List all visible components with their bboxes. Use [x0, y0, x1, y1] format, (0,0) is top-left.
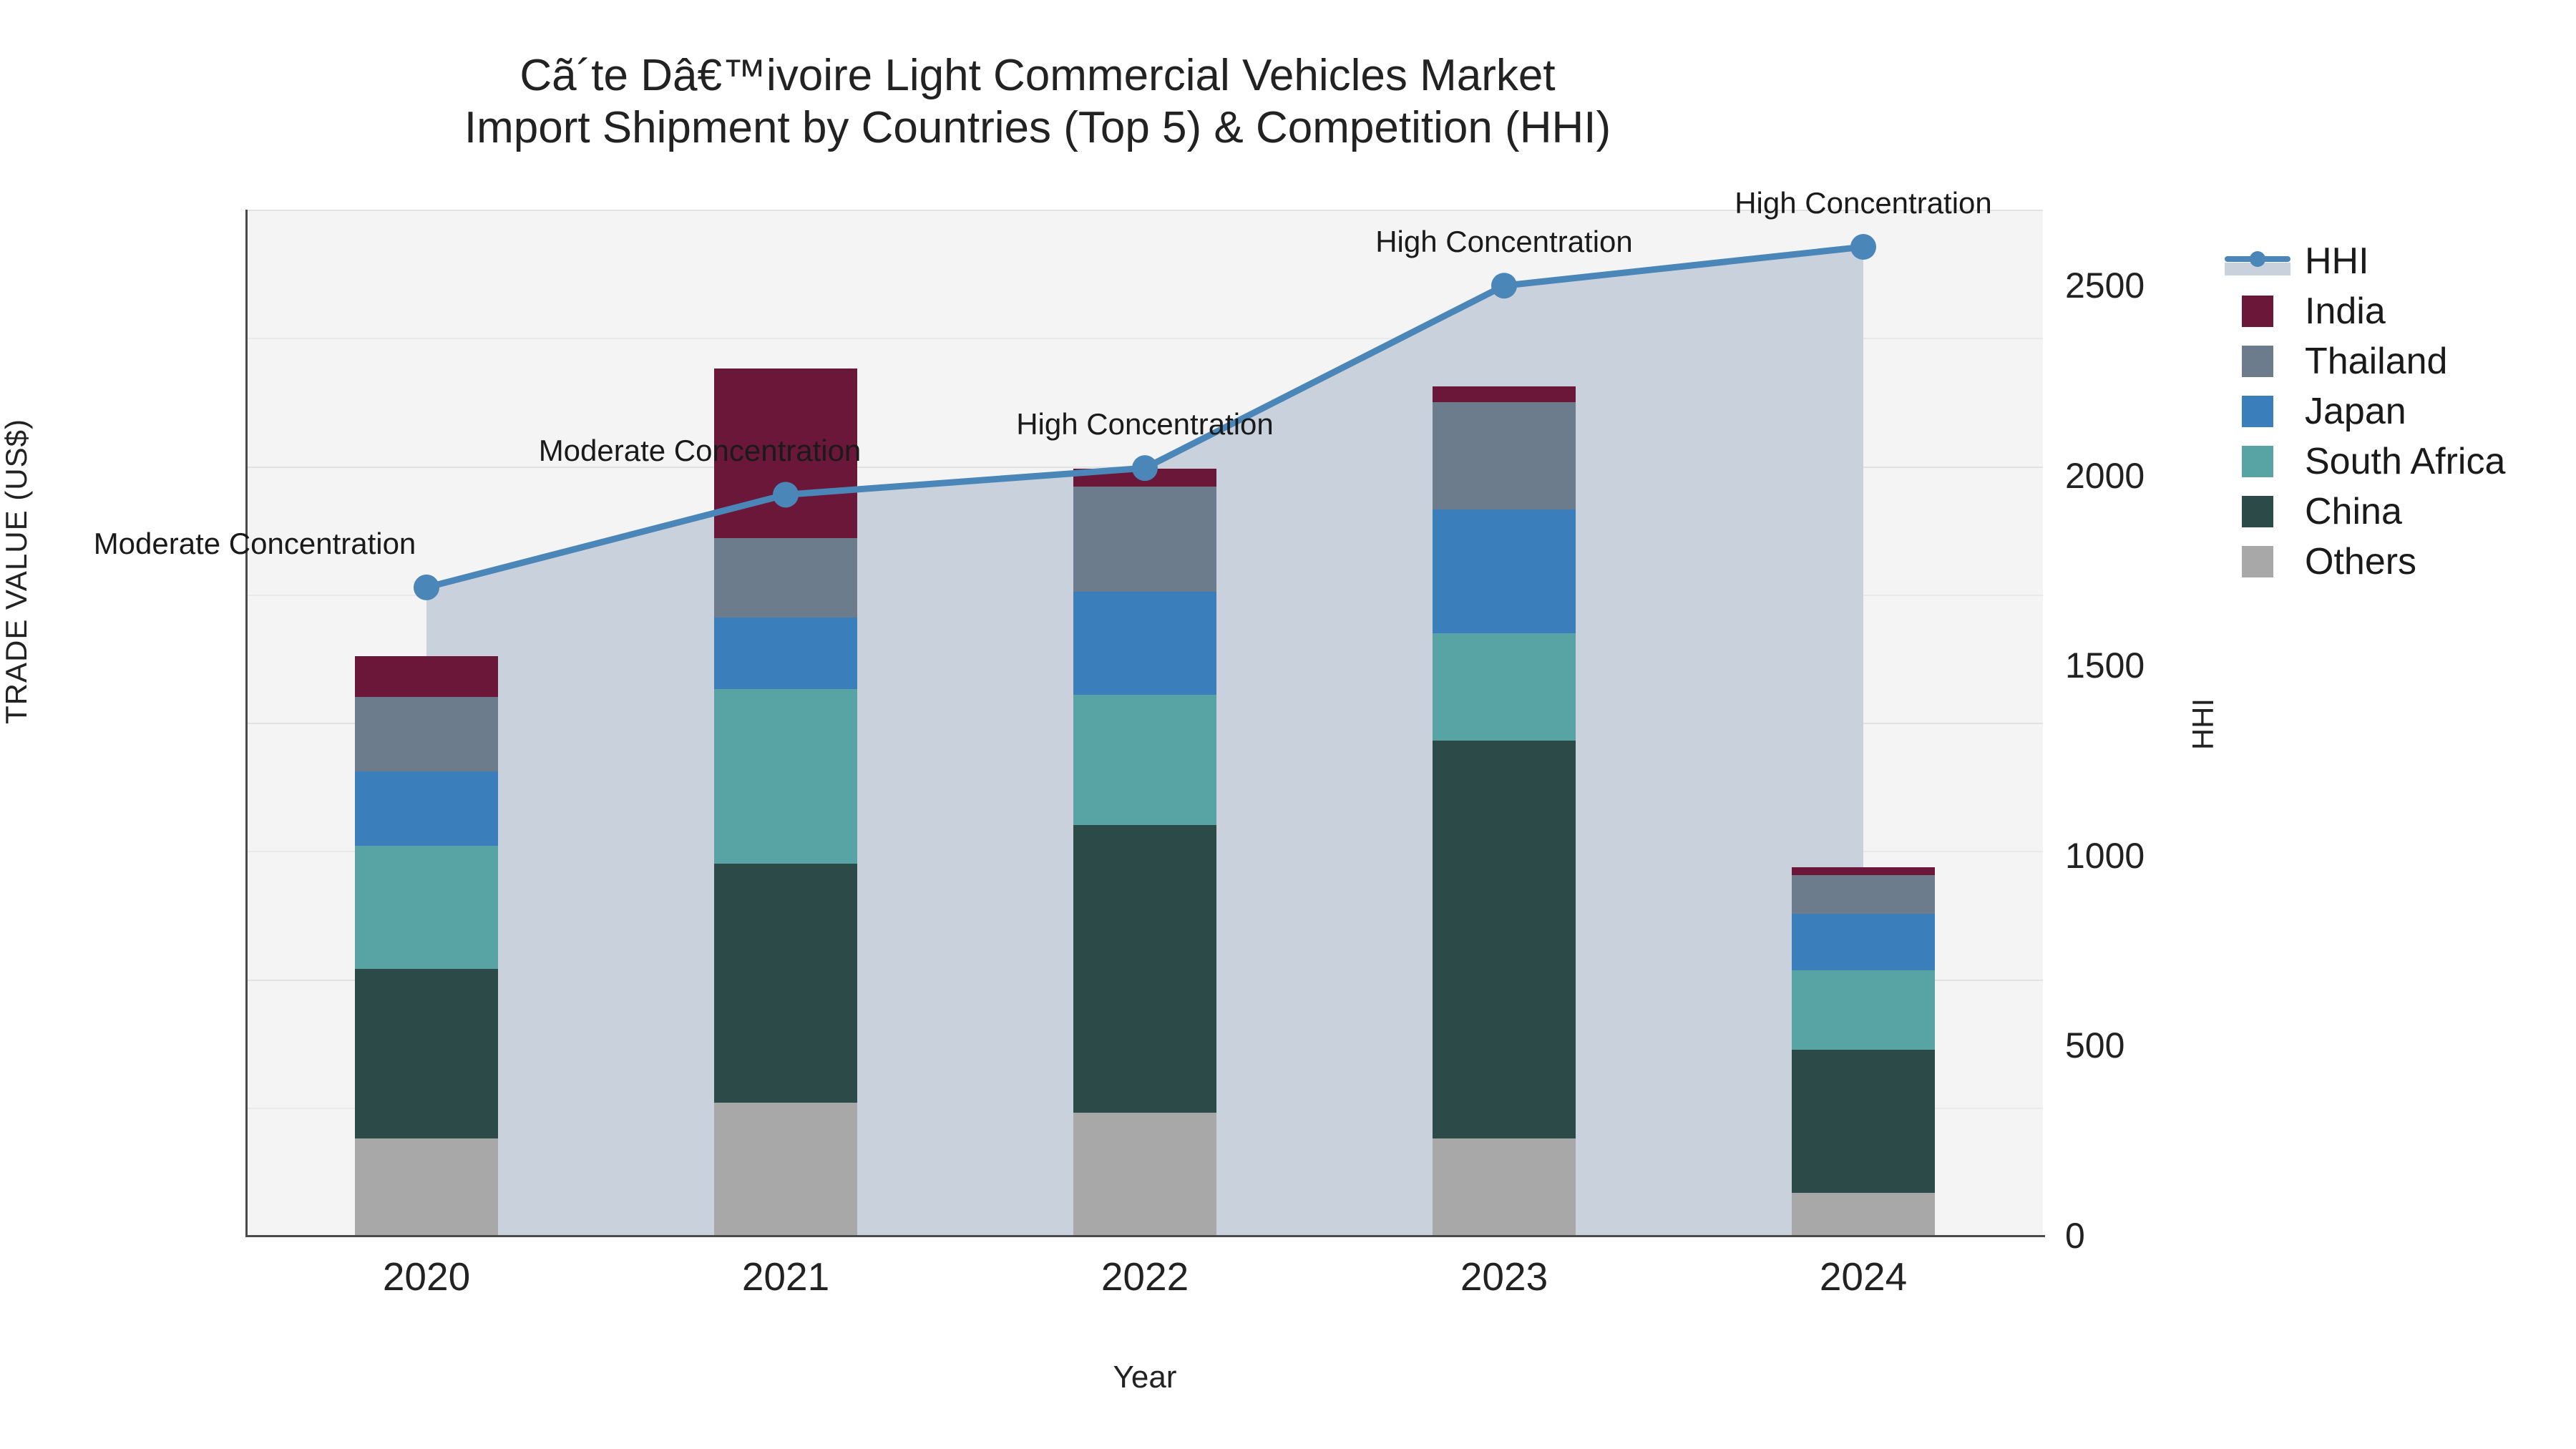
legend-item-japan[interactable]: Japan — [2222, 386, 2576, 436]
legend-key — [2222, 546, 2293, 577]
hhi-marker[interactable] — [1850, 234, 1876, 260]
bar-segment[interactable] — [1792, 1193, 1935, 1236]
bar-segment[interactable] — [355, 655, 498, 698]
legend-swatch-icon — [2242, 296, 2273, 327]
bar-segment[interactable] — [714, 689, 857, 864]
hhi-line-series — [414, 234, 1876, 600]
x-axis-tick-2023: 2023 — [1460, 1254, 1548, 1299]
bar-segment[interactable] — [1792, 867, 1935, 875]
bar-segment[interactable] — [1433, 509, 1576, 633]
bar-stack-2021[interactable] — [714, 210, 857, 1236]
legend-swatch-icon — [2242, 446, 2273, 477]
legend-item-label: China — [2305, 491, 2402, 532]
bar-segment[interactable] — [1073, 694, 1216, 826]
hhi-annotation-2023: High Concentration — [1375, 225, 1633, 259]
legend-item-label: Others — [2305, 541, 2417, 582]
x-axis-line — [245, 1235, 2045, 1237]
legend-key — [2222, 496, 2293, 527]
y-axis-right-tick: 2500 — [2065, 265, 2145, 306]
hhi-annotation-2022: High Concentration — [1016, 407, 1274, 441]
hhi-marker[interactable] — [1132, 455, 1158, 482]
legend-item-hhi[interactable]: HHI — [2222, 236, 2576, 286]
chart-title-line-2: Import Shipment by Countries (Top 5) & C… — [464, 102, 1611, 152]
legend-swatch-icon — [2242, 346, 2273, 377]
plot-area — [247, 210, 2043, 1237]
bar-stack-2023[interactable] — [1433, 210, 1576, 1236]
legend-item-label: HHI — [2305, 240, 2369, 282]
legend-swatch-icon — [2242, 496, 2273, 527]
legend-item-label: Japan — [2305, 391, 2406, 432]
bar-segment[interactable] — [355, 969, 498, 1138]
legend-line-icon — [2222, 245, 2293, 277]
bar-segment[interactable] — [1433, 633, 1576, 741]
bar-segment[interactable] — [1792, 970, 1935, 1050]
bar-segment[interactable] — [1073, 1112, 1216, 1236]
legend-key — [2222, 296, 2293, 327]
y-axis-right-tick: 0 — [2065, 1216, 2085, 1256]
bar-segment[interactable] — [714, 537, 857, 618]
legend-item-label: India — [2305, 291, 2386, 332]
bar-segment[interactable] — [1792, 874, 1935, 914]
legend-key — [2222, 346, 2293, 377]
legend-item-china[interactable]: China — [2222, 487, 2576, 537]
bar-stack-2020[interactable] — [355, 210, 498, 1236]
chart-title-line-1: Cã´te Dâ€™ivoire Light Commercial Vehicl… — [519, 51, 1556, 100]
bar-segment[interactable] — [1073, 592, 1216, 695]
bar-stack-2022[interactable] — [1073, 210, 1216, 1236]
chart-legend: HHI India Thailand Japan South Africa China Ot… — [2222, 236, 2576, 587]
bar-segment[interactable] — [355, 846, 498, 970]
bar-segment[interactable] — [714, 618, 857, 690]
legend-key — [2222, 446, 2293, 477]
bar-segment[interactable] — [714, 1102, 857, 1236]
x-axis-tick-2020: 2020 — [382, 1254, 471, 1299]
bar-segment[interactable] — [1073, 487, 1216, 592]
bar-segment[interactable] — [1433, 386, 1576, 402]
y-axis-right-tick: 1000 — [2065, 835, 2145, 876]
legend-key — [2222, 245, 2293, 277]
x-axis-label: Year — [1113, 1360, 1177, 1395]
x-axis-tick-2021: 2021 — [741, 1254, 830, 1299]
legend-item-label: Thailand — [2305, 341, 2448, 382]
chart-title: Cã´te Dâ€™ivoire Light Commercial Vehicl… — [0, 50, 2075, 154]
bar-segment[interactable] — [1792, 913, 1935, 970]
hhi-annotation-2020: Moderate Concentration — [93, 526, 416, 560]
bar-stack-2024[interactable] — [1792, 210, 1935, 1236]
y-axis-right-tick: 1500 — [2065, 645, 2145, 686]
bar-segment[interactable] — [1433, 401, 1576, 510]
bar-segment[interactable] — [355, 1138, 498, 1236]
y-axis-left-line — [245, 210, 248, 1237]
hhi-annotation-2024: High Concentration — [1735, 186, 1992, 220]
bar-segment[interactable] — [1433, 1138, 1576, 1236]
legend-item-thailand[interactable]: Thailand — [2222, 336, 2576, 386]
bar-segment[interactable] — [1433, 741, 1576, 1138]
legend-item-label: South Africa — [2305, 441, 2506, 482]
bar-segment[interactable] — [1073, 825, 1216, 1113]
x-axis-tick-2022: 2022 — [1101, 1254, 1189, 1299]
gridline — [247, 338, 2043, 340]
bar-segment[interactable] — [355, 771, 498, 847]
y-axis-right-tick: 2000 — [2065, 455, 2145, 496]
hhi-marker[interactable] — [1491, 273, 1517, 299]
y-axis-right-tick: 500 — [2065, 1025, 2125, 1066]
x-axis-tick-2024: 2024 — [1819, 1254, 1908, 1299]
bar-segment[interactable] — [355, 697, 498, 772]
bar-segment[interactable] — [714, 864, 857, 1103]
bar-segment[interactable] — [1792, 1049, 1935, 1194]
legend-item-others[interactable]: Others — [2222, 537, 2576, 587]
hhi-marker[interactable] — [773, 482, 799, 508]
y-axis-left-label: TRADE VALUE (US$) — [0, 419, 33, 724]
legend-key — [2222, 396, 2293, 427]
hhi-marker[interactable] — [414, 574, 439, 600]
legend-swatch-icon — [2242, 546, 2273, 577]
gridline — [247, 210, 2043, 211]
legend-swatch-icon — [2242, 396, 2273, 427]
legend-item-india[interactable]: India — [2222, 286, 2576, 336]
hhi-annotation-2021: Moderate Concentration — [538, 434, 862, 468]
legend-item-south-africa[interactable]: South Africa — [2222, 436, 2576, 487]
y-axis-right-label: HHI — [2186, 698, 2220, 751]
